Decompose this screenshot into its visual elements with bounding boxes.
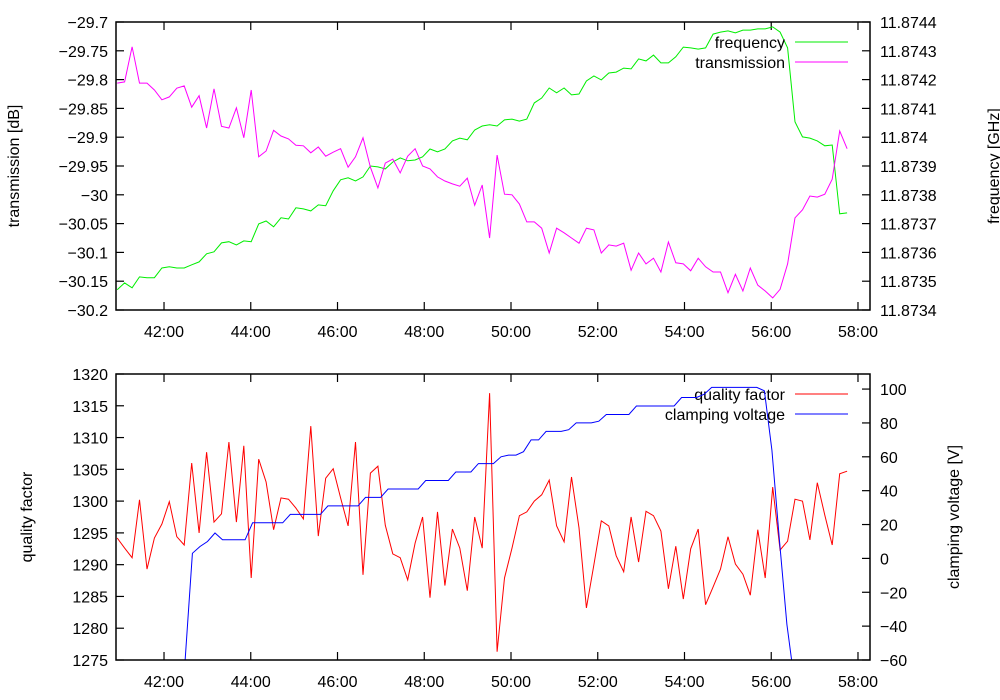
y-tick-label: 1300 xyxy=(72,494,108,511)
y2-tick-label: 11.8743 xyxy=(880,44,937,61)
y-tick-label: 1280 xyxy=(72,621,108,638)
legend-label: frequency xyxy=(715,35,785,52)
y-tick-label: 1320 xyxy=(72,367,108,384)
x-tick-label: 54:00 xyxy=(664,324,704,341)
y-tick-label: −29.8 xyxy=(68,73,109,90)
y2-tick-label: 80 xyxy=(880,416,898,433)
y2-axis-title: clamping voltage [V] xyxy=(946,445,963,589)
y2-tick-label: 11.8742 xyxy=(880,73,937,90)
y-axis-title: quality factor xyxy=(19,471,36,562)
y-tick-label: −29.9 xyxy=(68,130,109,147)
y-tick-label: 1275 xyxy=(72,653,108,670)
x-tick-label: 46:00 xyxy=(317,674,357,691)
y2-tick-label: 11.8739 xyxy=(880,159,937,176)
y2-tick-label: 11.8744 xyxy=(880,15,937,32)
y2-axis-title: frequency [GHz] xyxy=(986,108,1000,224)
x-tick-label: 48:00 xyxy=(404,324,444,341)
y-tick-label: −30.05 xyxy=(59,217,108,234)
y-tick-label: −29.7 xyxy=(68,15,109,32)
plot-frame xyxy=(115,21,871,311)
y-tick-label: 1290 xyxy=(72,558,108,575)
y2-tick-label: −40 xyxy=(880,619,907,636)
x-tick-label: 42:00 xyxy=(144,674,184,691)
y2-tick-label: 100 xyxy=(880,382,907,399)
y-tick-label: −30 xyxy=(81,188,108,205)
y2-tick-label: 11.8735 xyxy=(880,274,937,291)
y2-tick-label: 11.8738 xyxy=(880,188,937,205)
x-tick-label: 56:00 xyxy=(751,324,791,341)
x-tick-label: 52:00 xyxy=(578,324,618,341)
y-tick-label: −30.1 xyxy=(68,245,109,262)
y2-tick-label: 40 xyxy=(880,484,898,501)
y-tick-label: 1305 xyxy=(72,462,108,479)
x-tick-label: 42:00 xyxy=(144,324,184,341)
legend-label: transmission xyxy=(695,55,785,72)
y-tick-label: 1310 xyxy=(72,431,108,448)
y-tick-label: −29.75 xyxy=(59,44,108,61)
series-line-quality-factor xyxy=(116,393,848,652)
y-tick-label: −30.2 xyxy=(68,303,109,320)
y-tick-label: −29.95 xyxy=(59,159,108,176)
y2-tick-label: 11.8741 xyxy=(880,101,937,118)
y2-tick-label: 11.874 xyxy=(880,130,928,147)
y-tick-label: −30.15 xyxy=(59,274,108,291)
plot-panel-1: 42:00 44:00 46:00 48:00 50:00 52:00 54:00 56:00… xyxy=(19,367,963,691)
y2-tick-label: 60 xyxy=(880,450,898,467)
x-tick-label: 48:00 xyxy=(404,674,444,691)
x-tick-label: 56:00 xyxy=(751,674,791,691)
x-tick-label: 50:00 xyxy=(491,674,531,691)
x-tick-label: 44:00 xyxy=(231,674,271,691)
y2-tick-label: 11.8736 xyxy=(880,245,937,262)
legend-label: quality factor xyxy=(694,387,785,404)
y2-tick-label: 20 xyxy=(880,518,898,535)
series-line-clamping-voltage xyxy=(184,386,793,660)
y-tick-label: 1295 xyxy=(72,526,108,543)
x-tick-label: 54:00 xyxy=(664,674,704,691)
y-tick-label: 1285 xyxy=(72,589,108,606)
y2-tick-label: −60 xyxy=(880,653,907,670)
x-tick-label: 58:00 xyxy=(838,674,878,691)
y2-tick-label: −20 xyxy=(880,585,907,602)
y2-tick-label: 11.8734 xyxy=(880,303,937,320)
x-tick-label: 50:00 xyxy=(491,324,531,341)
x-tick-label: 46:00 xyxy=(317,324,357,341)
plot-panel-0: 42:00 44:00 46:00 48:00 50:00 52:00 54:00 56:00… xyxy=(6,15,1000,341)
plot-frame xyxy=(115,373,871,661)
y-axis-title: transmission [dB] xyxy=(6,105,23,228)
series-line-frequency xyxy=(116,26,848,291)
legend-label: clamping voltage xyxy=(665,407,785,424)
series-line-transmission xyxy=(117,46,848,299)
y-tick-label: −29.85 xyxy=(59,101,108,118)
y-tick-label: 1315 xyxy=(72,399,108,416)
x-tick-label: 58:00 xyxy=(838,324,878,341)
x-tick-label: 52:00 xyxy=(578,674,618,691)
y2-tick-label: 0 xyxy=(880,551,889,568)
x-tick-label: 44:00 xyxy=(231,324,271,341)
y2-tick-label: 11.8737 xyxy=(880,217,937,234)
